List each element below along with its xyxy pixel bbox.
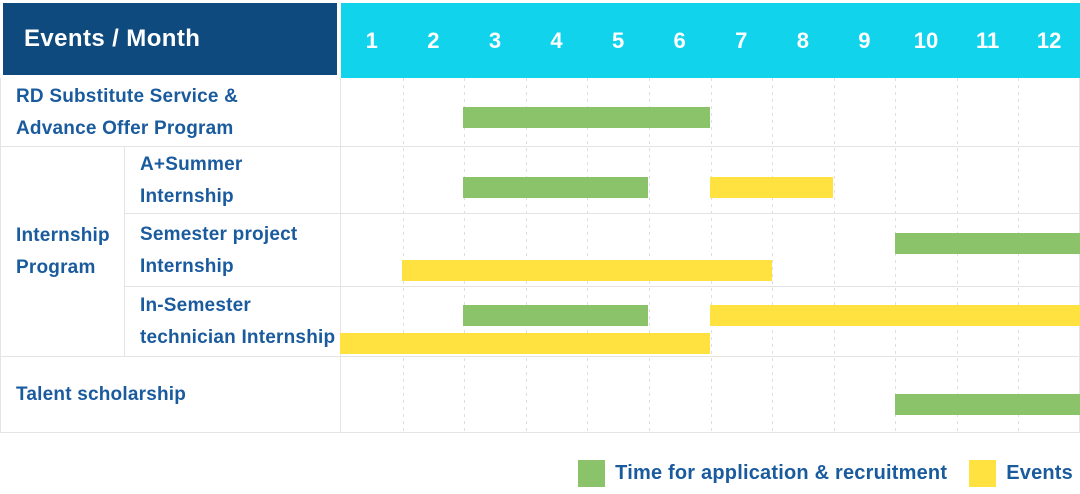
gantt-bar-yellow [710,305,1080,326]
month-header-cell: 5 [611,27,625,53]
row-divider [0,356,1080,357]
legend-label: Time for application & recruitment [615,462,948,484]
table-bottom-border [0,432,1080,433]
month-header-cell: 7 [735,27,748,53]
month-header-cell: 6 [673,27,686,53]
month-gridline [1018,78,1020,433]
month-gridline [464,78,466,433]
sub-column-divider [124,147,125,357]
header-title: Events / Month [24,25,201,52]
gantt-bar-yellow [340,333,710,354]
chart-row-talent-scholarship [340,357,1080,433]
chart-row-rd-substitute [340,78,1080,147]
row-label-in-semester-technician: In-Semester technician Internship [140,295,336,348]
legend-item-events: Events [969,460,1073,487]
row-divider [124,213,1080,214]
month-header-cell: 4 [550,27,563,53]
month-header-cell: 2 [427,27,440,53]
legend-label: Events [1006,462,1073,484]
chart-row-semester-project [340,214,1080,287]
gantt-bar-yellow [710,177,834,198]
gantt-bar-green [463,305,649,326]
row-label-a-plus-summer: A+Summer Internship [140,153,243,207]
group-label-internship-program: Internship Program [16,225,110,278]
row-label-rd-substitute: RD Substitute Service & Advance Offer Pr… [16,85,239,139]
chart-row-a-plus-summer [340,147,1080,214]
row-label-talent-scholarship: Talent scholarship [16,384,187,405]
table-left-border [0,78,1,433]
chart-row-in-semester-technician [340,287,1080,357]
month-gridline [402,78,404,433]
month-gridlines [340,78,1080,433]
month-header-cell: 12 [1036,27,1062,53]
legend-item-application: Time for application & recruitment [578,460,947,487]
month-header-cell: 11 [975,27,1000,53]
month-gridline [956,78,958,433]
legend-swatch-yellow-icon [969,460,997,487]
month-header-cell: 8 [796,27,809,53]
row-label-semester-project: Semester project Internship [140,223,298,277]
legend-swatch-green-icon [578,460,606,487]
month-gridline [772,78,774,433]
month-gridline [587,78,589,433]
gantt-bar-green [895,233,1080,254]
gantt-bar-yellow [401,260,772,281]
month-gridline [833,78,835,433]
row-divider [0,146,1080,147]
legend: Time for application & recruitment Event… [578,460,1073,487]
gantt-bar-green [463,177,649,198]
month-header-cell: 9 [858,27,871,53]
gantt-bar-green [895,394,1080,415]
month-gridline [525,78,527,433]
month-header-cell: 1 [365,27,378,53]
month-header-cell: 3 [488,27,502,53]
month-gridline [648,78,650,433]
events-month-header-cell: Events / Month [3,3,337,75]
row-divider [124,286,1080,287]
month-gridline [895,78,897,433]
month-gridline [710,78,712,433]
month-header-cell: 10 [913,27,939,53]
gantt-bar-green [463,107,710,128]
month-header-row: 1 2 3 4 5 6 7 8 9 10 11 12 [341,3,1080,78]
